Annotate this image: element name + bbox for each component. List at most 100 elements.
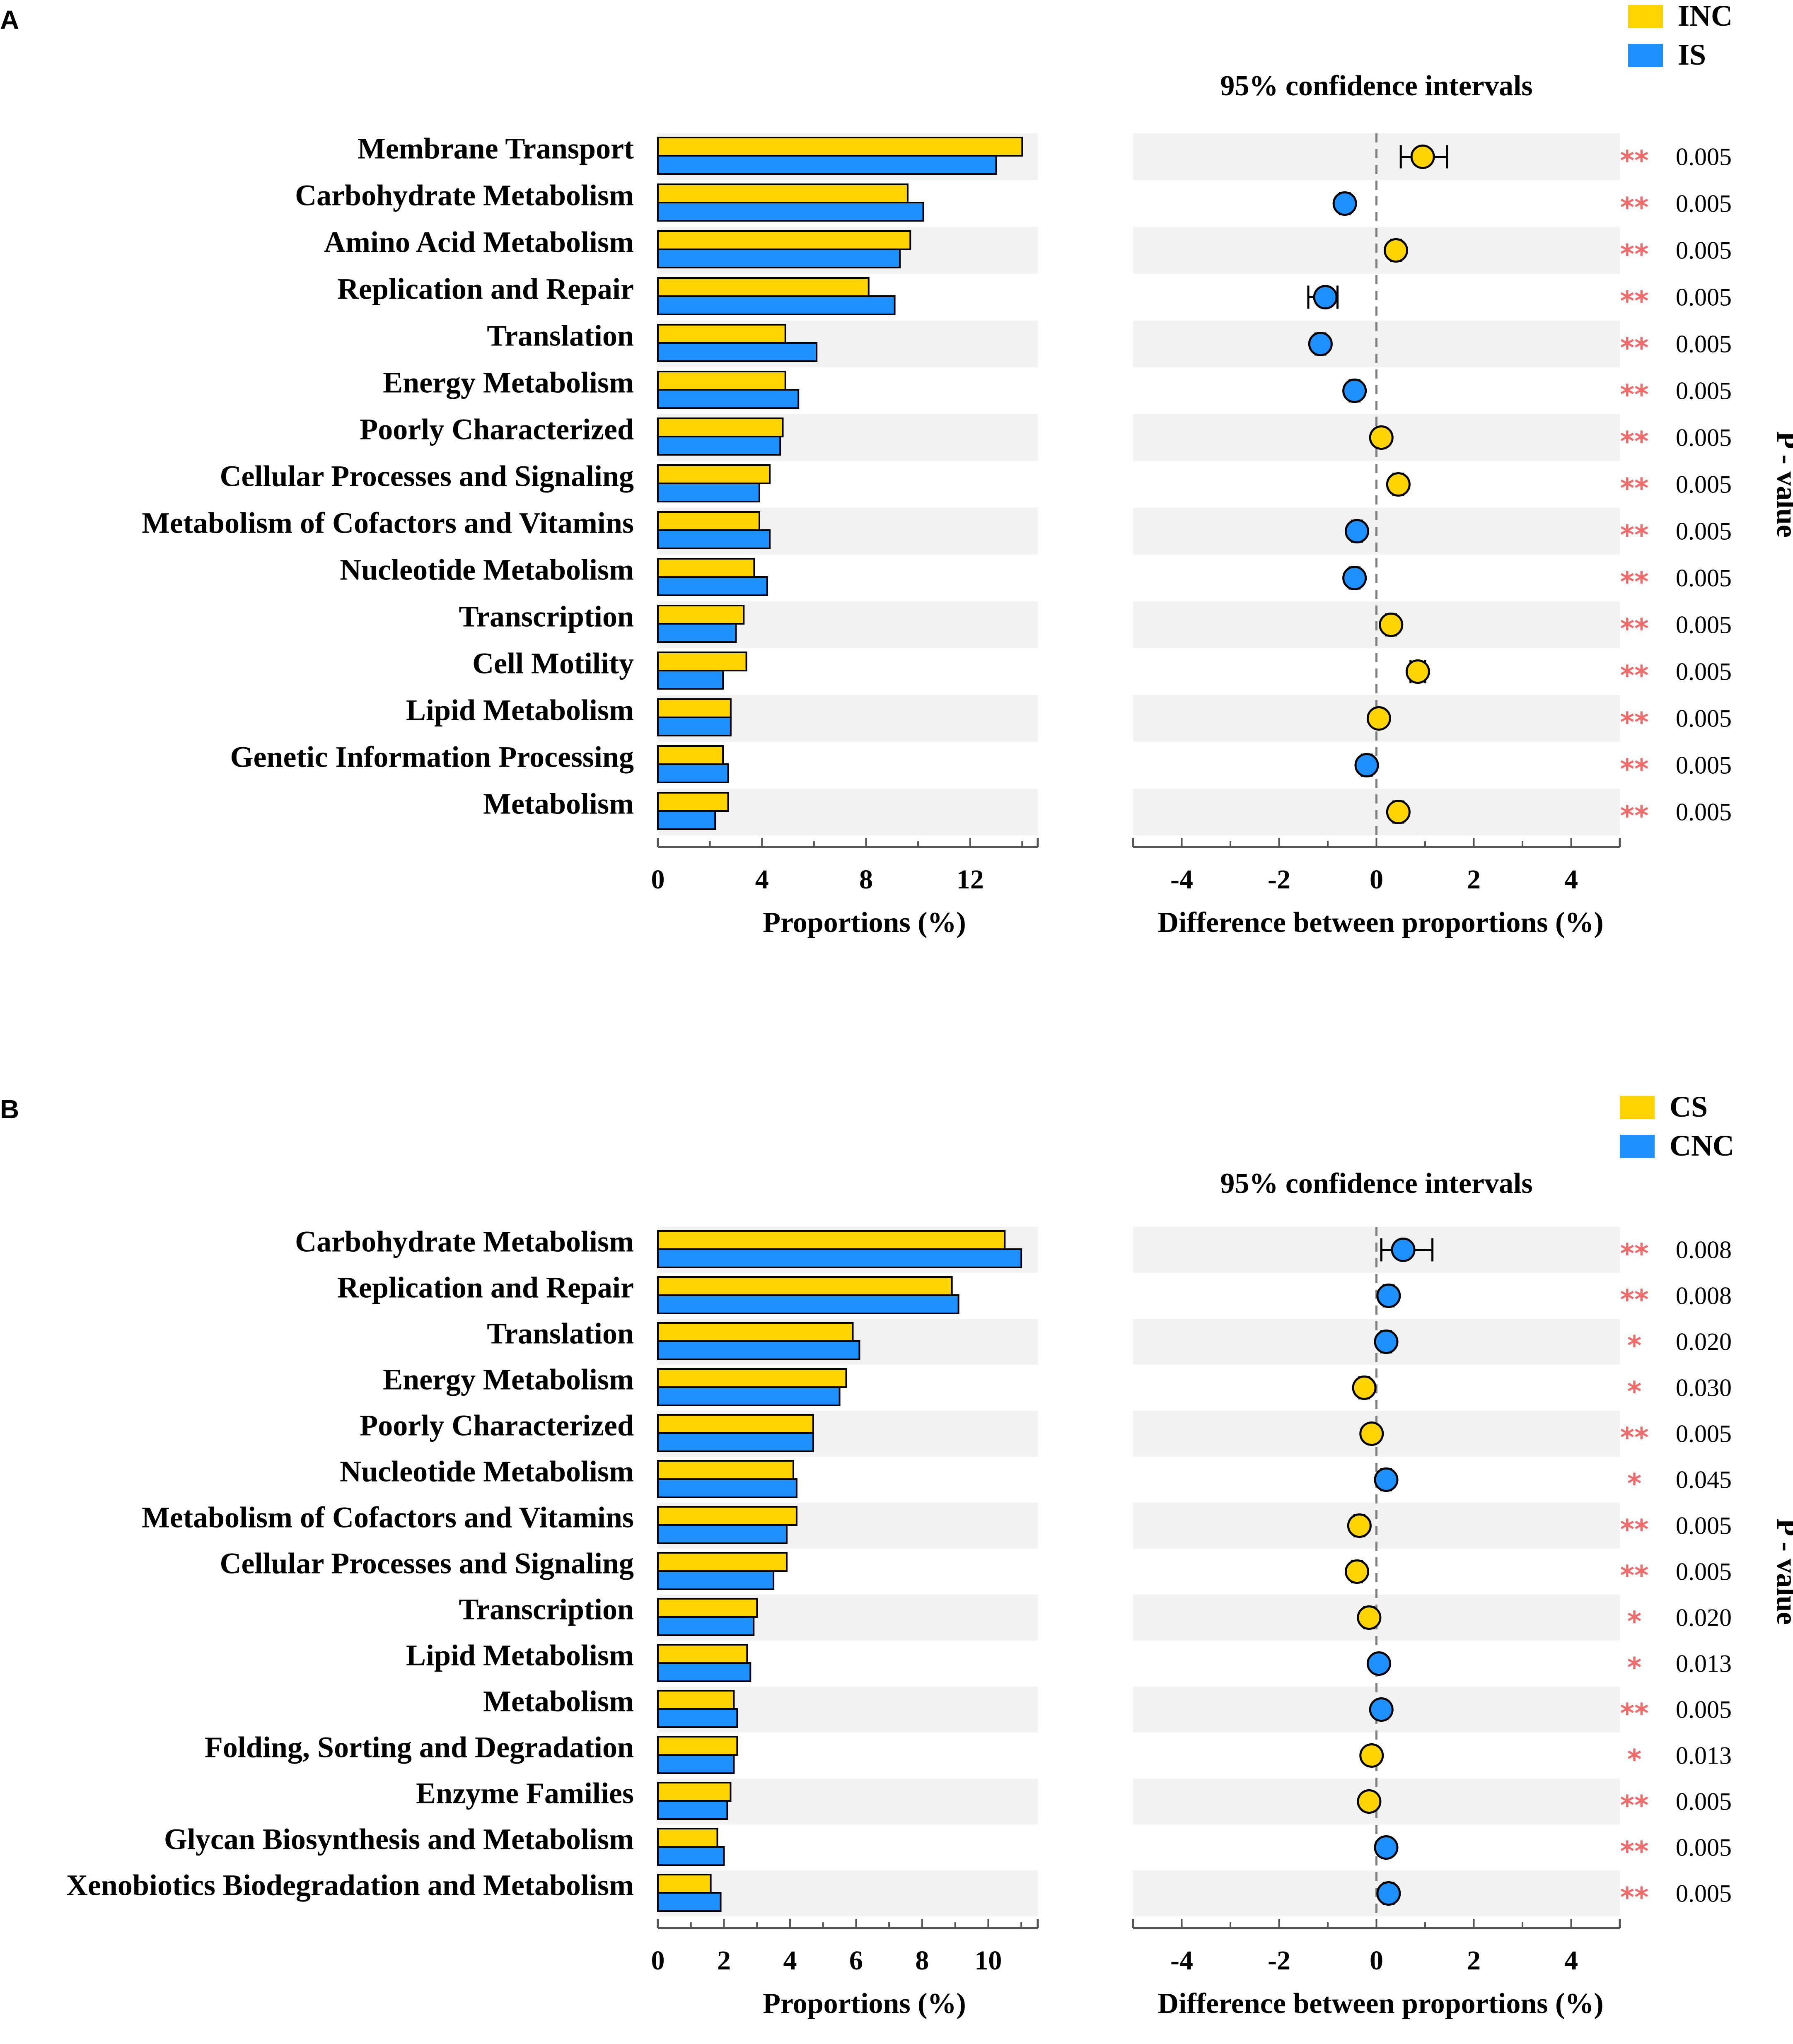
- p-value: 0.005: [1676, 471, 1732, 498]
- significance-stars: **: [1620, 753, 1648, 785]
- right-tick-label: 4: [1564, 864, 1578, 895]
- category-label: Amino Acid Metabolism: [324, 226, 634, 259]
- category-label: Metabolism of Cofactors and Vitamins: [142, 1501, 634, 1534]
- significance-stars: *: [1627, 1376, 1642, 1408]
- bar-is: [657, 202, 924, 222]
- p-value: 0.005: [1676, 190, 1732, 217]
- p-value: 0.005: [1676, 799, 1732, 826]
- category-label: Translation: [487, 319, 634, 352]
- diff-point: [1357, 1789, 1382, 1814]
- bar-cnc: [657, 1800, 728, 1820]
- significance-stars: **: [1620, 1560, 1648, 1592]
- significance-stars: **: [1620, 285, 1648, 317]
- category-label: Metabolism: [483, 1685, 634, 1718]
- left-tick-label: 6: [849, 1945, 863, 1976]
- bar-cs: [657, 1368, 847, 1388]
- bar-cs: [657, 1598, 758, 1618]
- p-value: 0.005: [1676, 331, 1732, 358]
- p-value: 0.005: [1676, 1558, 1732, 1585]
- bar-inc: [657, 605, 745, 625]
- p-value: 0.005: [1676, 1880, 1732, 1907]
- significance-stars: *: [1627, 1744, 1642, 1776]
- bar-cnc: [657, 1340, 860, 1360]
- significance-stars: **: [1620, 239, 1648, 270]
- bar-cs: [657, 1690, 735, 1710]
- category-label: Poorly Characterized: [360, 413, 634, 446]
- bar-cs: [657, 1552, 788, 1572]
- bar-cnc: [657, 1524, 788, 1544]
- diff-point: [1342, 566, 1367, 590]
- category-label: Lipid Metabolism: [406, 694, 634, 727]
- p-value: 0.020: [1676, 1328, 1732, 1356]
- p-value: 0.005: [1676, 518, 1732, 545]
- category-label: Xenobiotics Biodegradation and Metabolis…: [66, 1869, 634, 1902]
- bar-is: [657, 717, 732, 736]
- category-label: Transcription: [459, 1593, 634, 1626]
- category-label: Transcription: [459, 600, 634, 633]
- bar-is: [657, 529, 771, 549]
- category-label: Enzyme Families: [416, 1777, 634, 1810]
- legend-swatch-cnc: [1620, 1135, 1655, 1158]
- category-label: Glycan Biosynthesis and Metabolism: [164, 1823, 634, 1856]
- p-value: 0.005: [1676, 1696, 1732, 1723]
- bar-inc: [657, 230, 911, 250]
- significance-stars: **: [1620, 1836, 1648, 1868]
- left-tick-label: 4: [755, 864, 769, 895]
- bar-is: [657, 623, 737, 643]
- legend-label-cs: CS: [1670, 1090, 1708, 1123]
- bar-cs: [657, 1782, 732, 1802]
- significance-stars: *: [1627, 1606, 1642, 1638]
- p-value: 0.005: [1676, 658, 1732, 685]
- bar-inc: [657, 511, 760, 531]
- p-value: 0.005: [1676, 1788, 1732, 1815]
- category-label: Nucleotide Metabolism: [340, 1455, 634, 1488]
- category-label: Metabolism of Cofactors and Vitamins: [142, 507, 634, 540]
- p-value: 0.030: [1676, 1374, 1732, 1402]
- bar-inc: [657, 417, 784, 437]
- bar-is: [657, 436, 781, 456]
- bar-is: [657, 295, 896, 315]
- category-label: Carbohydrate Metabolism: [295, 179, 634, 212]
- bar-cs: [657, 1276, 953, 1296]
- left-tick-label: 2: [717, 1945, 731, 1976]
- p-value: 0.005: [1676, 143, 1732, 171]
- category-label: Folding, Sorting and Degradation: [205, 1731, 634, 1764]
- diff-point: [1384, 238, 1408, 263]
- diff-point: [1332, 191, 1357, 216]
- panel-letter: A: [0, 5, 19, 35]
- bar-cnc: [657, 1892, 722, 1912]
- bar-cnc: [657, 1248, 1022, 1268]
- p-value: 0.005: [1676, 284, 1732, 311]
- bar-is: [657, 389, 800, 409]
- category-label: Genetic Information Processing: [230, 741, 634, 774]
- left-tick-label: 10: [974, 1945, 1002, 1976]
- right-tick-label: -4: [1170, 1945, 1193, 1976]
- bar-is: [657, 763, 729, 783]
- significance-stars: **: [1620, 707, 1648, 738]
- significance-stars: **: [1620, 1882, 1648, 1914]
- p-value: 0.013: [1676, 1742, 1732, 1769]
- significance-stars: **: [1620, 1514, 1648, 1546]
- p-value: 0.005: [1676, 565, 1732, 592]
- significance-stars: **: [1620, 1284, 1648, 1316]
- significance-stars: *: [1627, 1468, 1642, 1500]
- bar-inc: [657, 464, 771, 484]
- legend-label-cnc: CNC: [1670, 1129, 1734, 1162]
- bar-inc: [657, 698, 732, 718]
- significance-stars: **: [1620, 1422, 1648, 1454]
- p-value: 0.005: [1676, 1512, 1732, 1540]
- bar-cs: [657, 1414, 814, 1434]
- p-value: 0.008: [1676, 1282, 1732, 1310]
- diff-point: [1345, 519, 1369, 543]
- p-value: 0.005: [1676, 705, 1732, 732]
- category-label: Replication and Repair: [337, 273, 634, 306]
- bar-cs: [657, 1874, 712, 1894]
- right-tick-label: 2: [1467, 864, 1481, 895]
- bar-is: [657, 576, 768, 596]
- bar-cnc: [657, 1754, 735, 1774]
- bar-inc: [657, 371, 786, 391]
- bar-inc: [657, 745, 724, 765]
- significance-stars: **: [1620, 660, 1648, 692]
- bar-cs: [657, 1230, 1006, 1250]
